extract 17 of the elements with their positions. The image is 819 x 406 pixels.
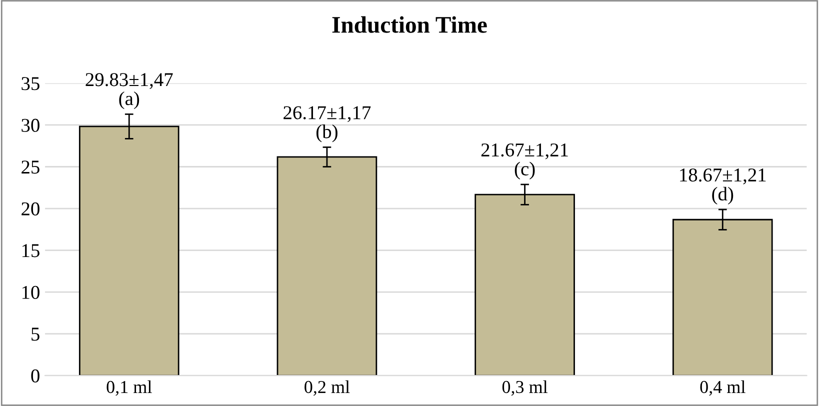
- y-tick-label: 15: [22, 244, 40, 258]
- y-tick-label: 35: [22, 77, 40, 90]
- data-label: 26.17±1,17 (b): [284, 106, 371, 142]
- data-label: 21.67±1,21 (c): [481, 143, 568, 180]
- y-tick-label: 25: [22, 160, 40, 174]
- x-tick-label: 0,1 ml: [106, 380, 152, 396]
- data-label: 18.67±1,21 (d): [680, 168, 766, 204]
- y-tick-label: 10: [22, 286, 40, 299]
- y-tick-label: 30: [22, 118, 40, 132]
- data-label: 29.83±1,47 (a): [86, 73, 173, 110]
- y-tick-label: 0: [31, 369, 40, 382]
- chart-title: Induction Time: [332, 16, 487, 33]
- x-tick-label: 0,3 ml: [502, 380, 548, 396]
- y-tick-label: 5: [32, 328, 40, 341]
- x-tick-label: 0,2 ml: [304, 380, 350, 396]
- y-tick-label: 20: [22, 202, 40, 216]
- x-tick-label: 0,4 ml: [700, 380, 746, 396]
